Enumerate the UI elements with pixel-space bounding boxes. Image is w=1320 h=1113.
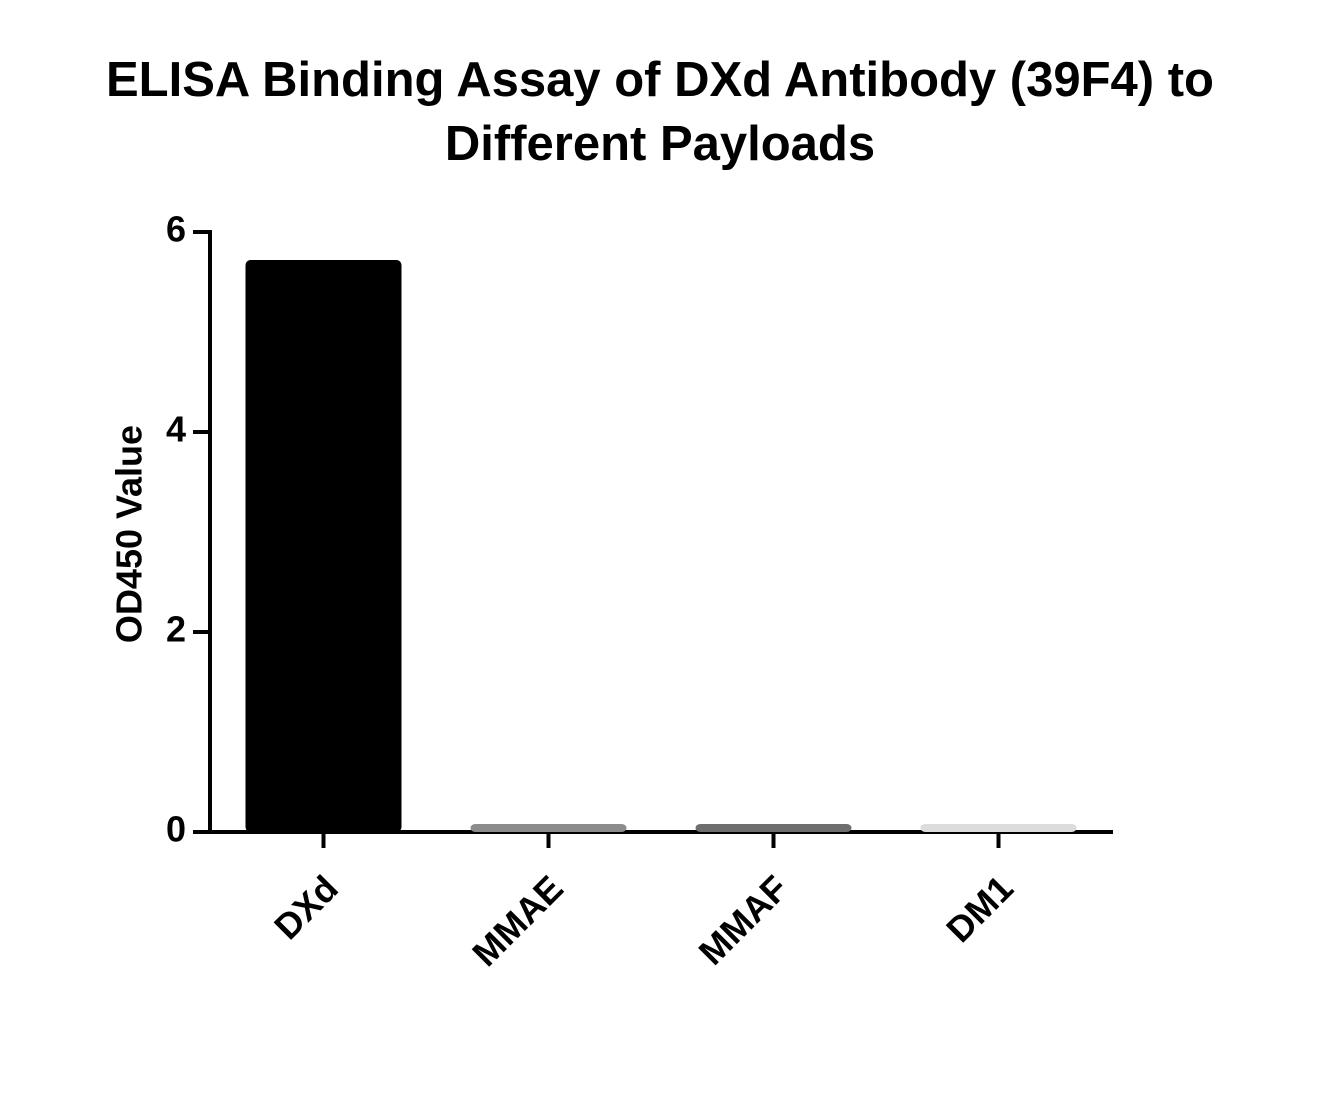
x-tick-label: DXd (266, 867, 346, 947)
y-tick-label: 6 (166, 209, 186, 250)
bar (245, 260, 402, 832)
y-tick-label: 0 (166, 809, 186, 850)
bar (695, 824, 852, 832)
y-tick-label: 4 (166, 409, 186, 450)
bar (470, 824, 627, 832)
x-tick-label: DM1 (938, 867, 1021, 950)
x-tick-label: MMAF (691, 867, 796, 972)
bar (920, 824, 1077, 832)
y-axis-label: OD450 Value (109, 425, 150, 643)
y-tick-label: 2 (166, 609, 186, 650)
chart-title: ELISA Binding Assay of DXd Antibody (39F… (106, 53, 1214, 171)
x-tick-label: MMAE (464, 867, 571, 974)
